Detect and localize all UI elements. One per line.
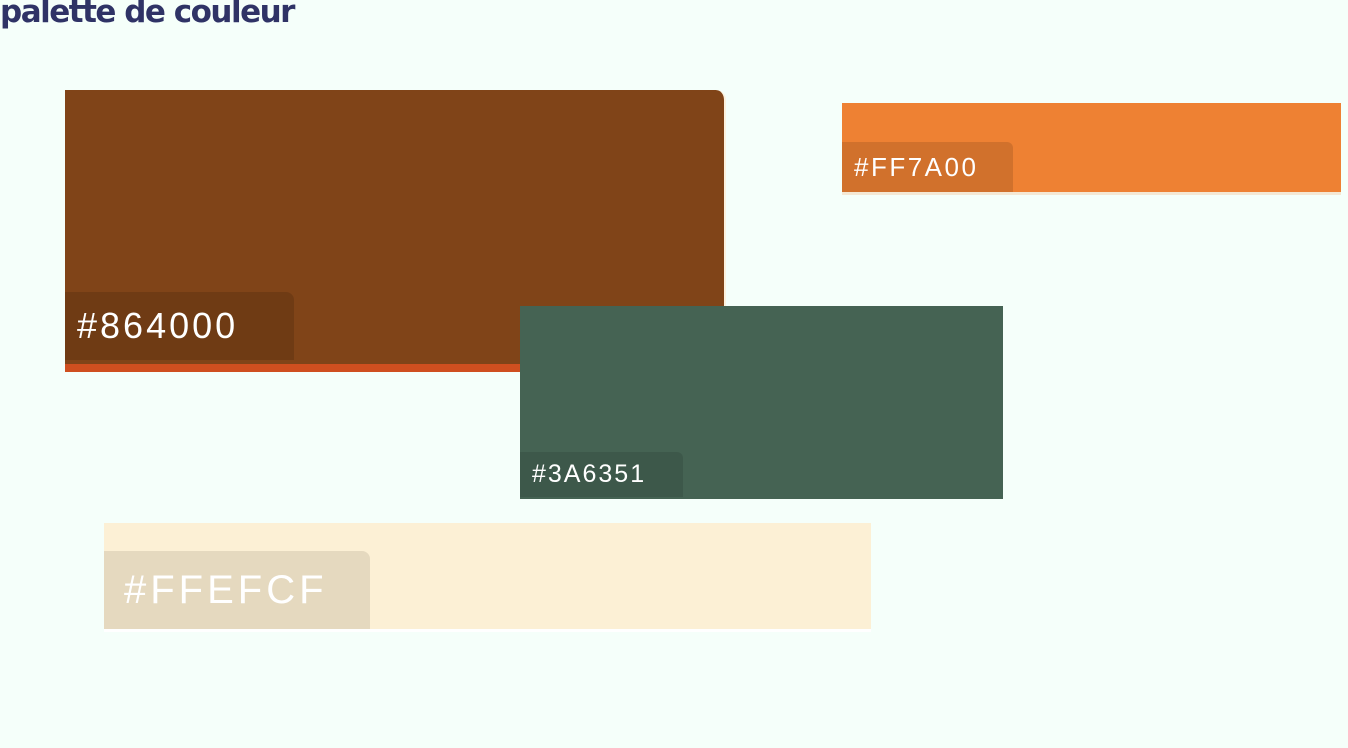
color-swatch-green: #3A6351 bbox=[520, 306, 1003, 499]
page-title: palette de couleur bbox=[0, 0, 295, 30]
hex-label-cream: #FFEFCF bbox=[104, 551, 370, 629]
color-swatch-cream: #FFEFCF bbox=[104, 523, 871, 632]
hex-label-green: #3A6351 bbox=[520, 452, 683, 497]
color-swatch-orange: #FF7A00 bbox=[842, 103, 1341, 195]
color-swatch-brown: #864000 bbox=[65, 90, 726, 372]
hex-label-orange: #FF7A00 bbox=[842, 142, 1013, 192]
hex-label-brown: #864000 bbox=[65, 292, 294, 360]
